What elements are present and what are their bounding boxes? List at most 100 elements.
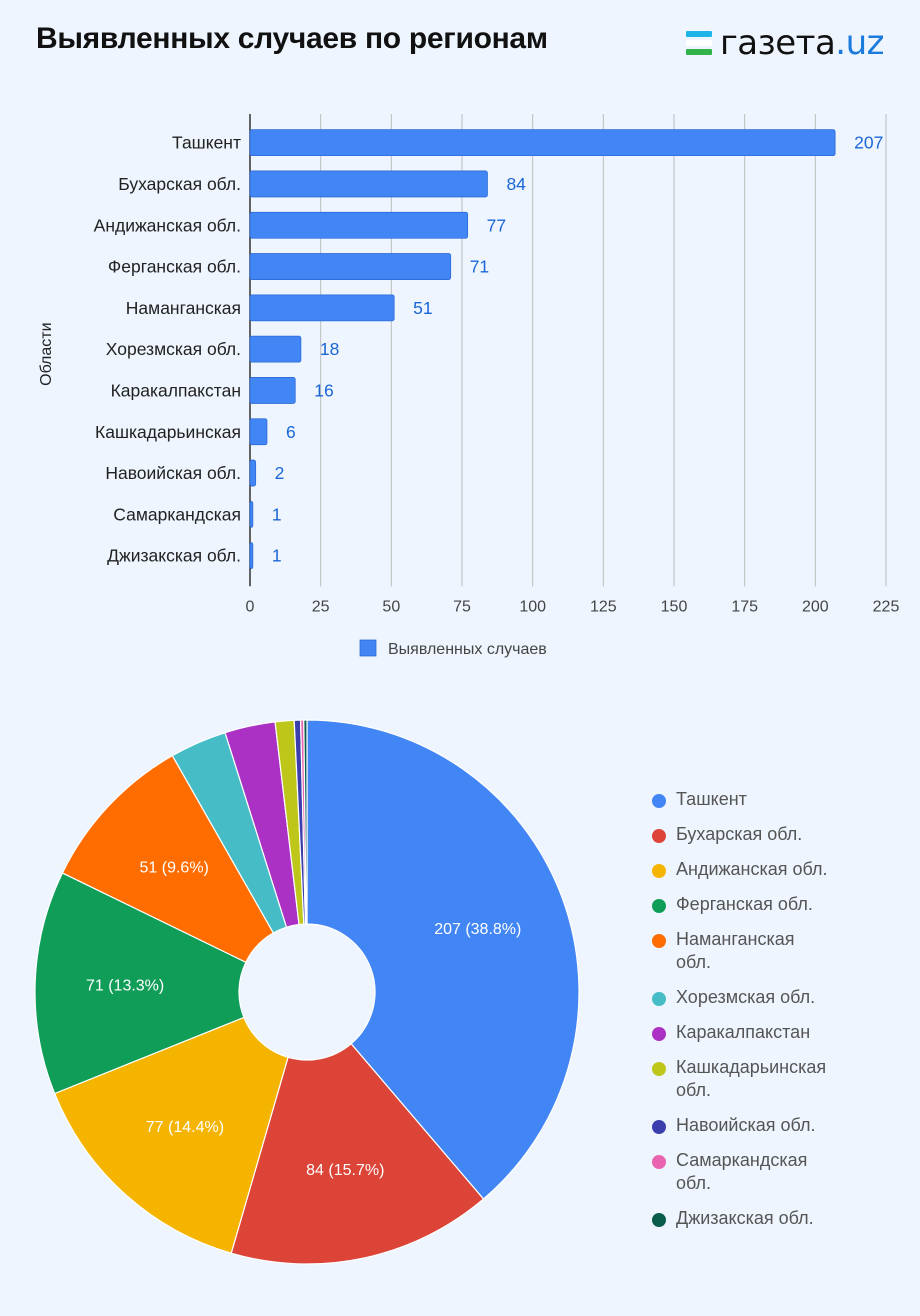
bar: [249, 170, 488, 198]
logo-suffix: uz: [845, 23, 885, 63]
legend-label: Бухарская обл.: [676, 824, 803, 844]
pie-slice: [34, 872, 247, 1095]
legend-dot-icon: [652, 899, 666, 913]
data-label: 6: [286, 422, 296, 442]
pie-slice: [61, 754, 275, 964]
x-tick-label: 125: [590, 598, 617, 615]
legend-item: Хорезмская обл.: [650, 986, 890, 1009]
x-tick-label: 50: [382, 598, 400, 615]
legend-label: Навоийская обл.: [676, 1115, 816, 1135]
legend-label: Джизакская обл.: [676, 1208, 814, 1228]
legend-item: Наманганская обл.: [650, 928, 890, 974]
legend-label: Кашкадарьинская: [676, 1057, 827, 1077]
x-tick-label: 150: [661, 598, 688, 615]
legend-item: Самаркандская обл.: [650, 1149, 890, 1195]
bar: [249, 459, 257, 487]
bar: [249, 129, 836, 157]
legend-label: Андижанская обл.: [676, 859, 828, 879]
slice-label: 71 (13.3%): [86, 978, 164, 995]
legend-label: Хорезмская обл.: [676, 987, 816, 1007]
legend-label: обл.: [676, 1173, 712, 1193]
legend-label: Наманганская: [676, 929, 795, 949]
legend-label: Ферганская обл.: [676, 894, 813, 914]
data-label: 16: [314, 380, 333, 400]
data-label: 51: [413, 298, 432, 318]
data-label: 1: [272, 546, 282, 566]
pie-slice: [230, 1042, 485, 1265]
y-tick-label: Каракалпакстан: [111, 380, 241, 400]
legend-dot-icon: [652, 992, 666, 1006]
legend-dot-icon: [652, 829, 666, 843]
logo-dot: .: [835, 23, 846, 63]
y-tick-label: Ферганская обл.: [108, 257, 241, 277]
x-tick-label: 225: [873, 598, 900, 615]
y-tick-label: Джизакская обл.: [107, 546, 241, 566]
legend-item: Бухарская обл.: [650, 823, 890, 846]
legend-dot-icon: [652, 864, 666, 878]
x-tick-label: 25: [312, 598, 330, 615]
y-tick-label: Кашкадарьинская: [95, 422, 241, 442]
pie-slice: [53, 1016, 289, 1254]
bar: [249, 542, 254, 570]
pie-slice: [306, 719, 580, 1200]
gazeta-logo: газета.uz: [685, 23, 885, 63]
legend-item: Джизакская обл.: [650, 1207, 890, 1230]
bar: [249, 294, 395, 322]
x-tick-label: 75: [453, 598, 471, 615]
legend-dot-icon: [652, 1155, 666, 1169]
y-tick-label: Андижанская обл.: [94, 215, 241, 235]
legend-item: Навоийская обл.: [650, 1114, 890, 1137]
y-axis-title: Области: [38, 322, 55, 385]
donut-chart: 207 (38.8%) 84 (15.7%) 77 (14.4%) 71 (13.3%…: [34, 719, 580, 1265]
slice-label: 77 (14.4%): [146, 1119, 224, 1136]
data-label: 84: [506, 174, 526, 194]
legend-label: Выявленных случаев: [388, 641, 547, 658]
x-tick-label: 175: [731, 598, 758, 615]
y-tick-label: Навоийская обл.: [105, 463, 241, 483]
logo-flag-icon: [685, 31, 712, 55]
legend-label: Самаркандская: [676, 1150, 808, 1170]
pie-legend: Ташкент Бухарская обл. Андижанская обл. Фер…: [650, 788, 890, 1242]
x-tick-label: 0: [246, 598, 255, 615]
slice-label: 84 (15.7%): [306, 1162, 384, 1179]
y-tick-label: Наманганская: [126, 298, 241, 318]
legend-dot-icon: [652, 1120, 666, 1134]
legend-item: Андижанская обл.: [650, 858, 890, 881]
bar: [249, 253, 452, 280]
bar: [249, 377, 296, 404]
legend-dot-icon: [652, 934, 666, 948]
page-title: Выявленных случаев по регионам: [36, 22, 548, 55]
bar: [249, 211, 469, 239]
pie-slice: [303, 719, 308, 925]
y-tick-label: Хорезмская обл.: [106, 339, 241, 359]
y-tick-label: Самаркандская: [113, 504, 241, 524]
data-label: 2: [275, 463, 285, 483]
legend-dot-icon: [652, 1062, 666, 1076]
y-tick-label: Бухарская обл.: [118, 174, 241, 194]
header: Выявленных случаев по регионам газета.uz: [0, 0, 920, 90]
legend-item: Каракалпакстан: [650, 1021, 890, 1044]
legend-label: Каракалпакстан: [676, 1022, 811, 1042]
bar: [249, 418, 268, 446]
legend-item: Ферганская обл.: [650, 893, 890, 916]
y-tick-label: Ташкент: [172, 133, 241, 153]
logo-main: газета: [719, 23, 836, 63]
slice-label: 51 (9.6%): [140, 860, 209, 877]
bar: [249, 335, 302, 363]
x-tick-label: 200: [802, 598, 829, 615]
bar-chart: 0 25 50 75 100 125 150 175 200 225 Ташкент 207 Бухар…: [38, 114, 900, 658]
legend-label: Ташкент: [676, 789, 747, 809]
logo-text: газета.uz: [719, 23, 885, 63]
data-label: 77: [487, 215, 506, 235]
data-label: 71: [470, 257, 489, 277]
data-label: 18: [320, 339, 339, 359]
legend-item: Кашкадарьинская обл.: [650, 1056, 890, 1102]
slice-label: 207 (38.8%): [434, 921, 521, 938]
legend-dot-icon: [652, 1027, 666, 1041]
bar: [249, 500, 254, 528]
legend-item: Ташкент: [650, 788, 890, 811]
legend-label: обл.: [676, 952, 712, 972]
data-label: 207: [854, 133, 883, 153]
legend-dot-icon: [652, 794, 666, 808]
legend-label: обл.: [676, 1080, 712, 1100]
